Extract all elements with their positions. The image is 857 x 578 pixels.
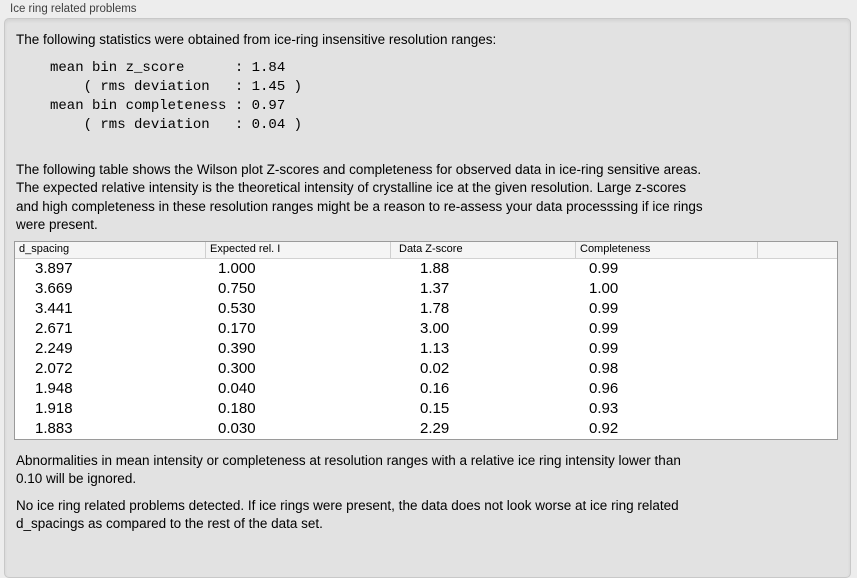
column-header-filler — [758, 242, 837, 258]
cell-filler — [758, 359, 837, 379]
cell-data-z-score: 1.13 — [420, 339, 450, 357]
cell-completeness: 0.93 — [589, 399, 619, 417]
cell-data-z-score: 1.37 — [420, 279, 450, 297]
table-row[interactable]: 1.883 0.030 2.29 0.92 — [15, 419, 837, 439]
column-header-data-z-score[interactable]: Data Z-score — [391, 241, 576, 258]
cell-data-z-score: 0.16 — [420, 379, 450, 397]
cell-data-z-score: 1.78 — [420, 299, 450, 317]
cell-data-z-score: 1.88 — [420, 259, 450, 277]
table-body: 3.897 1.000 1.88 0.99 3.669 0.750 1.37 1… — [15, 259, 837, 439]
table-row[interactable]: 1.918 0.180 0.15 0.93 — [15, 399, 837, 419]
cell-expected-rel-i: 0.530 — [218, 299, 256, 317]
table-row[interactable]: 3.441 0.530 1.78 0.99 — [15, 299, 837, 319]
table-row[interactable]: 3.669 0.750 1.37 1.00 — [15, 279, 837, 299]
conclusion-text: No ice ring related problems detected. I… — [16, 497, 679, 532]
cell-d-spacing: 2.671 — [35, 319, 73, 337]
cell-filler — [758, 339, 837, 359]
ice-ring-table: d_spacing Expected rel. I Data Z-score C… — [14, 240, 838, 440]
cell-completeness: 0.99 — [589, 319, 619, 337]
cell-expected-rel-i: 0.170 — [218, 319, 256, 337]
table-row[interactable]: 2.671 0.170 3.00 0.99 — [15, 319, 837, 339]
cell-filler — [758, 379, 837, 399]
section-title: Ice ring related problems — [10, 3, 137, 15]
table-header-row: d_spacing Expected rel. I Data Z-score C… — [15, 241, 837, 259]
cell-d-spacing: 3.669 — [35, 279, 73, 297]
column-header-completeness[interactable]: Completeness — [576, 241, 758, 258]
stats-summary-block: mean bin z_score : 1.84 ( rms deviation … — [50, 59, 303, 133]
cell-filler — [758, 319, 837, 339]
cell-filler — [758, 399, 837, 419]
cell-completeness: 1.00 — [589, 279, 619, 297]
table-row[interactable]: 1.948 0.040 0.16 0.96 — [15, 379, 837, 399]
table-row[interactable]: 3.897 1.000 1.88 0.99 — [15, 259, 837, 279]
table-row[interactable]: 2.072 0.300 0.02 0.98 — [15, 359, 837, 379]
column-header-d-spacing[interactable]: d_spacing — [15, 241, 206, 258]
cell-filler — [758, 259, 837, 279]
cell-expected-rel-i: 0.030 — [218, 419, 256, 437]
cell-completeness: 0.98 — [589, 359, 619, 377]
cell-filler — [758, 299, 837, 319]
ice-ring-group-box: The following statistics were obtained f… — [4, 18, 851, 578]
cell-expected-rel-i: 1.000 — [218, 259, 256, 277]
cell-d-spacing: 2.072 — [35, 359, 73, 377]
cell-d-spacing: 1.918 — [35, 399, 73, 417]
cell-expected-rel-i: 0.040 — [218, 379, 256, 397]
cell-data-z-score: 2.29 — [420, 419, 450, 437]
cell-filler — [758, 419, 837, 439]
cell-d-spacing: 1.948 — [35, 379, 73, 397]
cell-expected-rel-i: 0.750 — [218, 279, 256, 297]
cell-completeness: 0.99 — [589, 339, 619, 357]
stats-intro-text: The following statistics were obtained f… — [16, 32, 497, 47]
table-description-text: The following table shows the Wilson plo… — [16, 161, 703, 233]
cell-completeness: 0.96 — [589, 379, 619, 397]
cell-d-spacing: 1.883 — [35, 419, 73, 437]
table-row[interactable]: 2.249 0.390 1.13 0.99 — [15, 339, 837, 359]
cell-expected-rel-i: 0.300 — [218, 359, 256, 377]
cell-completeness: 0.99 — [589, 299, 619, 317]
cell-d-spacing: 3.441 — [35, 299, 73, 317]
cell-expected-rel-i: 0.180 — [218, 399, 256, 417]
cell-d-spacing: 3.897 — [35, 259, 73, 277]
cell-data-z-score: 0.02 — [420, 359, 450, 377]
cell-expected-rel-i: 0.390 — [218, 339, 256, 357]
cell-completeness: 0.92 — [589, 419, 619, 437]
cell-filler — [758, 279, 837, 299]
cell-data-z-score: 3.00 — [420, 319, 450, 337]
abnormalities-note-text: Abnormalities in mean intensity or compl… — [16, 452, 681, 487]
column-header-expected-rel-i[interactable]: Expected rel. I — [206, 241, 391, 258]
cell-data-z-score: 0.15 — [420, 399, 450, 417]
cell-completeness: 0.99 — [589, 259, 619, 277]
cell-d-spacing: 2.249 — [35, 339, 73, 357]
